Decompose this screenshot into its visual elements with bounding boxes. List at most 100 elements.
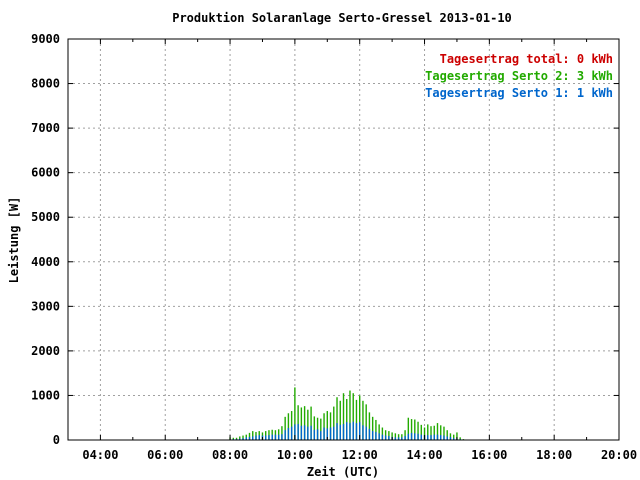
bar-serto-2 xyxy=(446,430,448,440)
y-tick-label: 9000 xyxy=(31,32,60,46)
bar-serto-1 xyxy=(436,434,439,440)
bar-serto-2 xyxy=(368,412,371,440)
x-axis-label: Zeit (UTC) xyxy=(307,465,379,479)
bar-serto-1 xyxy=(265,435,267,440)
bar-serto-1 xyxy=(258,435,260,440)
x-tick-label: 12:00 xyxy=(342,448,378,462)
bar-serto-2 xyxy=(404,430,406,440)
bar-serto-2 xyxy=(420,424,422,440)
bar-serto-2 xyxy=(453,434,455,440)
bar-serto-1 xyxy=(407,433,410,440)
bar-serto-2 xyxy=(365,404,367,440)
bars xyxy=(229,387,465,440)
bar-serto-2 xyxy=(349,390,351,440)
bar-serto-2 xyxy=(430,426,432,440)
bar-serto-1 xyxy=(245,437,247,440)
bar-serto-1 xyxy=(303,425,306,440)
x-tick-label: 14:00 xyxy=(406,448,442,462)
chart-title: Produktion Solaranlage Serto-Gressel 201… xyxy=(172,11,512,25)
bar-serto-1 xyxy=(271,434,273,440)
bar-serto-2 xyxy=(346,399,348,440)
y-tick-label: 2000 xyxy=(31,344,60,358)
bar-serto-1 xyxy=(290,426,293,440)
bar-serto-1 xyxy=(300,425,303,440)
bar-serto-1 xyxy=(362,425,364,440)
bar-serto-2 xyxy=(281,426,283,440)
bar-serto-1 xyxy=(320,431,322,440)
bar-serto-2 xyxy=(362,400,364,440)
y-tick-label: 1000 xyxy=(31,388,60,402)
bar-serto-2 xyxy=(284,416,286,440)
y-tick-label: 3000 xyxy=(31,299,60,313)
axis-ticks xyxy=(67,38,620,441)
bar-serto-2 xyxy=(394,433,397,440)
bar-serto-1 xyxy=(394,437,397,440)
bar-serto-1 xyxy=(381,434,384,440)
bar-serto-1 xyxy=(414,433,416,440)
x-tick-label: 06:00 xyxy=(147,448,183,462)
bar-serto-1 xyxy=(440,435,442,440)
bar-serto-1 xyxy=(349,423,351,440)
bar-serto-2 xyxy=(459,437,461,440)
bar-serto-2 xyxy=(410,419,413,440)
x-tick-label: 18:00 xyxy=(536,448,572,462)
bar-serto-2 xyxy=(242,435,244,440)
bar-serto-1 xyxy=(430,435,432,440)
bar-serto-1 xyxy=(384,435,387,440)
bar-serto-2 xyxy=(391,432,393,440)
bar-serto-1 xyxy=(333,426,335,440)
bar-serto-2 xyxy=(401,434,403,440)
bar-serto-2 xyxy=(294,387,296,440)
bar-serto-2 xyxy=(336,397,338,440)
bar-serto-1 xyxy=(427,435,429,440)
bar-serto-1 xyxy=(368,428,371,440)
bar-serto-2 xyxy=(303,406,306,440)
bar-serto-1 xyxy=(284,430,286,440)
bar-serto-1 xyxy=(310,425,312,440)
bar-serto-2 xyxy=(297,405,299,440)
bar-serto-1 xyxy=(346,422,348,440)
legend-entry: Tagesertrag total: 0 kWh xyxy=(440,52,613,66)
bar-serto-1 xyxy=(268,435,270,440)
bar-serto-1 xyxy=(297,423,299,440)
bar-serto-1 xyxy=(313,429,316,440)
x-tick-label: 10:00 xyxy=(277,448,313,462)
bar-serto-1 xyxy=(397,437,400,440)
bar-serto-1 xyxy=(433,434,435,440)
bar-serto-1 xyxy=(316,429,319,440)
bar-serto-1 xyxy=(323,427,325,440)
bar-serto-2 xyxy=(423,427,426,440)
bar-serto-2 xyxy=(397,434,400,440)
y-tick-label: 6000 xyxy=(31,166,60,180)
bar-serto-1 xyxy=(355,423,358,440)
bar-serto-2 xyxy=(329,412,332,440)
y-tick-label: 7000 xyxy=(31,121,60,135)
bar-serto-2 xyxy=(239,436,241,440)
bar-serto-2 xyxy=(320,418,322,440)
bar-serto-1 xyxy=(248,436,251,440)
bar-serto-2 xyxy=(339,400,341,440)
y-tick-label: 0 xyxy=(53,433,60,447)
bar-serto-2 xyxy=(443,426,445,440)
bar-serto-2 xyxy=(414,419,416,440)
bar-serto-1 xyxy=(281,434,283,440)
bar-serto-2 xyxy=(456,432,458,440)
bar-serto-2 xyxy=(290,411,293,440)
bar-serto-2 xyxy=(333,406,335,440)
bar-serto-1 xyxy=(277,434,280,440)
bar-serto-2 xyxy=(248,432,251,440)
bar-serto-1 xyxy=(410,432,413,440)
bar-serto-2 xyxy=(407,417,410,440)
bar-serto-1 xyxy=(417,433,419,440)
y-tick-labels: 0 1000 2000 3000 4000 5000 6000 7000 8000 9000 xyxy=(31,32,60,447)
bar-serto-2 xyxy=(313,416,316,440)
bar-serto-1 xyxy=(252,436,254,440)
bar-serto-2 xyxy=(235,437,238,440)
bar-serto-2 xyxy=(232,437,234,440)
grid-lines xyxy=(68,39,619,440)
bar-serto-2 xyxy=(384,430,387,440)
legend-entry: Tagesertrag Serto 1: 1 kWh xyxy=(425,86,613,100)
bar-serto-2 xyxy=(316,417,319,440)
bar-serto-1 xyxy=(371,431,374,440)
bar-serto-1 xyxy=(287,427,290,440)
